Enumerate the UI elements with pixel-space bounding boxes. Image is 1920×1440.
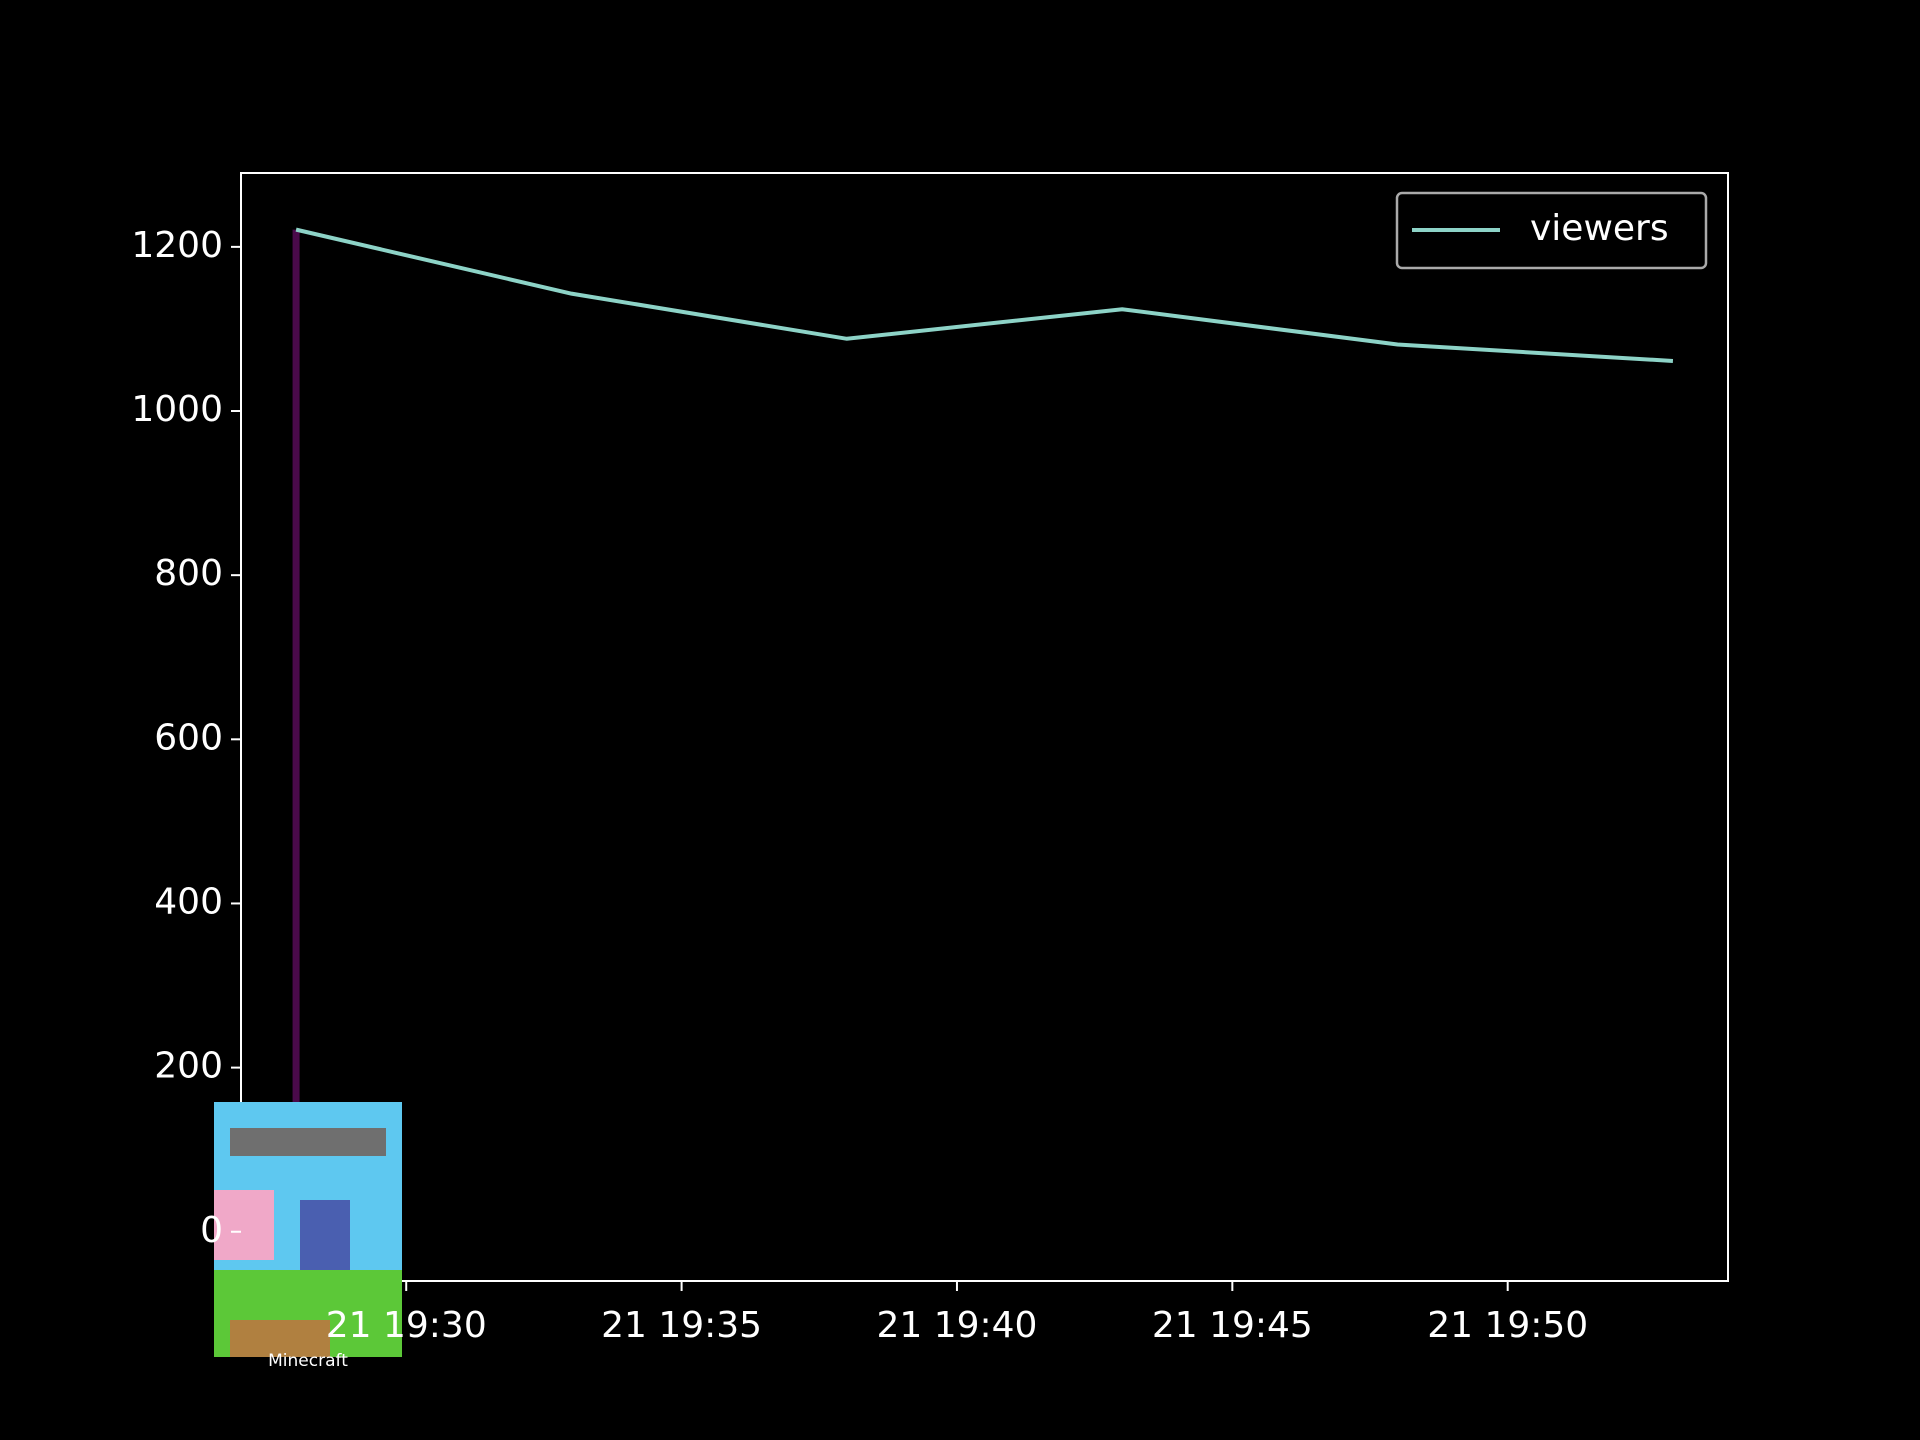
legend-label: viewers xyxy=(1530,208,1669,249)
cover-dirt xyxy=(230,1320,330,1357)
y-tick-label: 0 xyxy=(200,1210,223,1251)
x-tick-label: 21 19:35 xyxy=(601,1305,762,1346)
x-tick-label: 21 19:30 xyxy=(326,1305,487,1346)
cover-tree xyxy=(214,1190,274,1260)
x-tick-label: 21 19:50 xyxy=(1427,1305,1588,1346)
x-tick-label: 21 19:45 xyxy=(1152,1305,1313,1346)
x-tick-label: 21 19:40 xyxy=(876,1305,1037,1346)
legend-box xyxy=(1395,191,1708,270)
game-label: Minecraft xyxy=(268,1351,348,1371)
y-tick-label: 1200 xyxy=(131,225,223,266)
y-tick-label: 200 xyxy=(154,1046,223,1087)
y-tick-label: 800 xyxy=(154,553,223,594)
y-tick-label: 400 xyxy=(154,881,223,922)
plot-area xyxy=(292,227,1674,1232)
y-tick-label: 600 xyxy=(154,717,223,758)
y-tick-label: 1000 xyxy=(131,389,223,430)
cover-logo xyxy=(230,1128,386,1156)
axes-frame xyxy=(240,172,1729,1282)
game-cover xyxy=(214,1102,402,1357)
line xyxy=(295,227,1674,363)
